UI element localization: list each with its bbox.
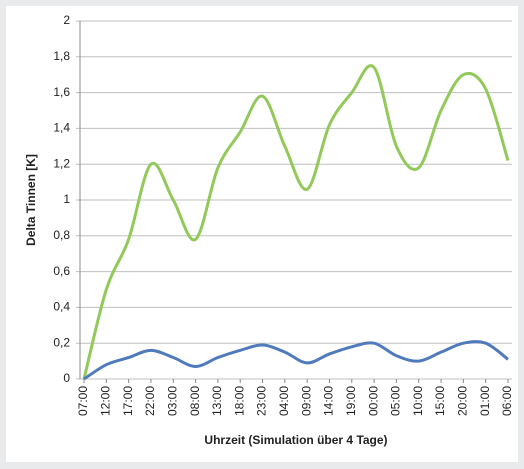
x-tick-label: 06:00 (500, 386, 514, 416)
x-tick-label: 15:00 (433, 386, 447, 416)
x-tick-label: 12:00 (98, 386, 112, 416)
y-tick-label: 2 (63, 13, 70, 27)
data-line (82, 64, 510, 380)
x-tick-label: 00:00 (366, 386, 380, 416)
y-tick-label: 0,2 (53, 335, 70, 349)
x-tick-label: 03:00 (165, 386, 179, 416)
x-tick-label: 19:00 (344, 386, 358, 416)
x-tick-label: 05:00 (389, 386, 403, 416)
y-tick-label: 0,6 (53, 264, 70, 278)
x-tick-label: 10:00 (411, 386, 425, 416)
y-tick-label: 0 (63, 371, 70, 385)
x-axis-title: Uhrzeit (Simulation über 4 Tage) (204, 433, 387, 447)
x-tick-label: 08:00 (188, 386, 202, 416)
y-tick-label: 1,8 (53, 49, 70, 63)
y-tick-label: 1,4 (53, 121, 70, 135)
x-tick-label: 14:00 (322, 386, 336, 416)
x-tick-label: 07:00 (76, 386, 90, 416)
y-tick-label: 1,2 (53, 156, 70, 170)
x-tick-label: 23:00 (255, 386, 269, 416)
x-tick-label: 18:00 (232, 386, 246, 416)
y-tick-label: 1 (63, 192, 70, 206)
x-tick-label: 13:00 (210, 386, 224, 416)
x-tick-label: 22:00 (143, 386, 157, 416)
y-axis-title: Delta Tinnen [K] (24, 154, 38, 246)
chart-panel (6, 6, 518, 462)
x-tick-label: 20:00 (456, 386, 470, 416)
x-tick-label: 01:00 (478, 386, 492, 416)
y-tick-label: 0,8 (53, 228, 70, 242)
x-tick-label: 17:00 (121, 386, 135, 416)
data-line (83, 340, 509, 381)
x-tick-label: 04:00 (277, 386, 291, 416)
y-tick-label: 0,4 (53, 300, 70, 314)
x-tick-label: 09:00 (299, 386, 313, 416)
y-tick-label: 1,6 (53, 85, 70, 99)
